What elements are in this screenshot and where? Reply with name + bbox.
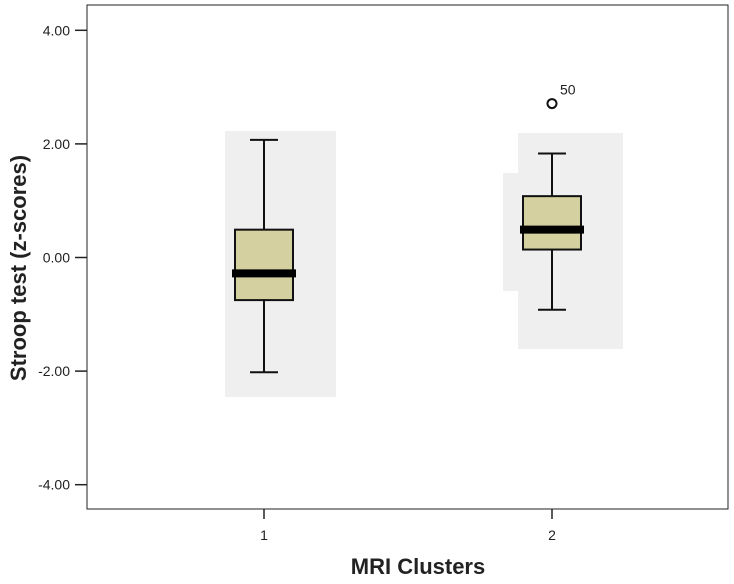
- shade-block: [503, 173, 523, 291]
- y-axis-title: Stroop test (z-scores): [6, 155, 31, 381]
- plot-frame: [86, 4, 729, 510]
- y-tick-label: 4.00: [43, 22, 70, 38]
- x-tick-label: 1: [260, 527, 268, 543]
- box-group-1: [232, 138, 296, 374]
- box-iqr: [522, 195, 582, 251]
- box-group-2: 50: [520, 82, 584, 311]
- outlier-point: [546, 98, 558, 110]
- y-tick-label: 0.00: [43, 250, 70, 266]
- x-tick-label: 2: [548, 527, 556, 543]
- outlier-label: 50: [560, 82, 576, 98]
- box-iqr: [234, 228, 294, 302]
- y-tick-label: 2.00: [43, 136, 70, 152]
- box-layer: 50: [232, 82, 584, 374]
- y-tick-label: -2.00: [38, 363, 70, 379]
- y-tick-label: -4.00: [38, 477, 70, 493]
- y-axis: 4.00 2.00 0.00 -2.00 -4.00: [38, 22, 87, 493]
- x-axis-title: MRI Clusters: [351, 554, 485, 579]
